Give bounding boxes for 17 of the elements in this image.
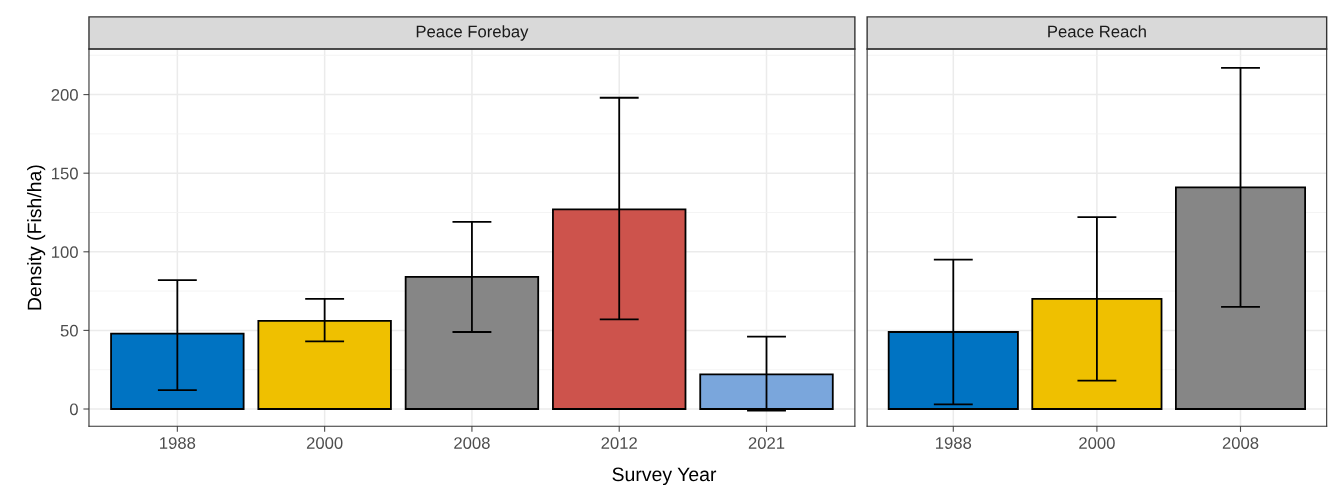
y-tick-label: 150 — [52, 167, 78, 180]
y-axis-title: Density (Fish/ha) — [27, 165, 46, 310]
x-tick-label: 2000 — [1079, 437, 1115, 449]
x-axis-title: Survey Year — [612, 467, 717, 486]
chart-title: Peace Reach — [1048, 25, 1146, 38]
y-tick-label: 0 — [69, 403, 78, 416]
x-tick-label: 1988 — [936, 437, 972, 449]
chart-title: Peace Forebay — [416, 25, 529, 41]
y-tick-label: 100 — [52, 246, 78, 258]
x-tick-label: 2008 — [1222, 437, 1259, 449]
x-tick-label: 2008 — [454, 437, 490, 449]
x-tick-label: 1988 — [160, 437, 196, 449]
y-tick-label: 50 — [60, 324, 78, 337]
y-tick-label: 200 — [51, 88, 78, 101]
x-tick-label: 2000 — [306, 437, 343, 449]
x-tick-label: 2021 — [748, 437, 785, 449]
x-tick-label: 2012 — [601, 437, 637, 449]
